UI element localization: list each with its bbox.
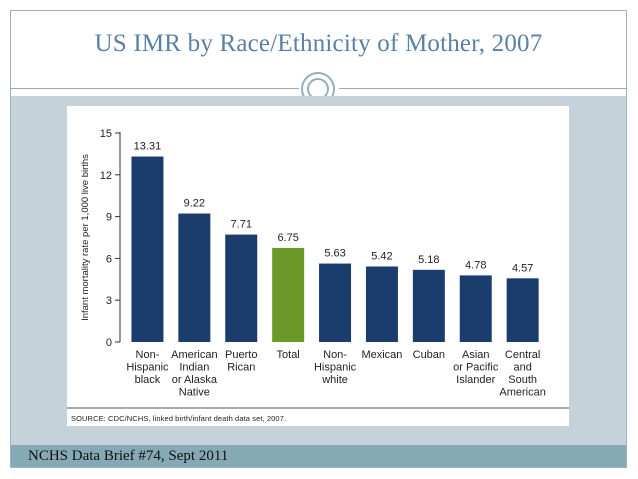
bar-5 — [365, 266, 398, 342]
category-label-line: or Alaska — [172, 374, 218, 386]
category-label-line: Non- — [323, 349, 347, 361]
category-label-line: Total — [277, 349, 300, 361]
bar-1 — [178, 213, 211, 342]
value-label-2: 7.71 — [231, 219, 252, 231]
value-label-8: 4.57 — [512, 262, 533, 274]
category-label-7: Asian or Pacific Islander — [453, 349, 499, 386]
bar-0 — [131, 156, 164, 342]
value-label-1: 9.22 — [184, 198, 205, 210]
footer-citation: NCHS Data Brief #74, Sept 2011 — [28, 448, 229, 464]
bar-8 — [506, 278, 539, 342]
category-label-3: Total — [277, 349, 300, 361]
category-label-line: white — [321, 374, 348, 386]
y-tick-label-3: 3 — [106, 295, 112, 307]
category-label-line: Cuban — [413, 349, 445, 361]
chart-source-note: SOURCE: CDC/NCHS, linked birth/infant de… — [71, 414, 287, 423]
category-label-line: and — [513, 362, 531, 374]
value-label-4: 5.63 — [324, 248, 345, 260]
category-label-line: Rican — [227, 362, 255, 374]
category-label-line: South — [508, 374, 537, 386]
category-label-line: Non- — [136, 349, 160, 361]
chart-panel: 0 3 6 9 12 15 Infant mortality rate per 1,000 … — [67, 106, 569, 426]
category-label-line: Puerto — [225, 349, 257, 361]
bar-3 — [272, 247, 305, 342]
value-label-6: 5.18 — [418, 254, 439, 266]
category-label-line: Mexican — [361, 349, 402, 361]
value-label-5: 5.42 — [371, 250, 392, 262]
value-label-0: 13.31 — [134, 141, 162, 153]
value-label-7: 4.78 — [465, 259, 486, 271]
category-label-6: Cuban — [413, 349, 445, 361]
category-label-5: Mexican — [361, 349, 402, 361]
y-tick-label-0: 0 — [106, 337, 112, 349]
bar-chart: 0 3 6 9 12 15 Infant mortality rate per 1,000 … — [67, 128, 569, 409]
title-divider-right — [339, 88, 626, 89]
category-label-0: Non-Hispanic black — [126, 349, 169, 386]
footer-band — [11, 445, 626, 467]
category-label-line: black — [135, 374, 161, 386]
category-label-line: American — [171, 349, 217, 361]
y-tick-label-15: 15 — [100, 128, 112, 140]
bar-7 — [459, 275, 492, 342]
category-label-line: Islander — [456, 374, 495, 386]
y-tick-label-6: 6 — [106, 253, 112, 265]
category-label-line: Native — [179, 387, 210, 399]
y-tick-label-12: 12 — [100, 170, 112, 182]
bar-2 — [225, 234, 258, 342]
title-divider-left — [11, 88, 299, 89]
slide-title: US IMR by Race/Ethnicity of Mother, 2007 — [94, 30, 543, 57]
bar-6 — [412, 269, 445, 342]
category-label-2: Puerto Rican — [225, 349, 257, 374]
y-tick-label-9: 9 — [106, 212, 112, 224]
category-label-line: Indian — [179, 362, 209, 374]
category-label-1: American Indian or Alaska Native — [171, 349, 218, 399]
category-label-line: Central — [505, 349, 540, 361]
category-label-line: Hispanic — [314, 362, 357, 374]
value-label-3: 6.75 — [277, 232, 298, 244]
y-axis-title: Infant mortality rate per 1,000 live bir… — [80, 154, 91, 321]
category-label-line: American — [499, 387, 545, 399]
category-label-line: or Pacific — [453, 362, 499, 374]
category-label-4: Non-Hispanic white — [314, 349, 357, 386]
category-label-8: Central and South American — [499, 349, 545, 399]
bar-4 — [319, 263, 352, 342]
category-label-line: Hispanic — [126, 362, 169, 374]
category-label-line: Asian — [462, 349, 490, 361]
